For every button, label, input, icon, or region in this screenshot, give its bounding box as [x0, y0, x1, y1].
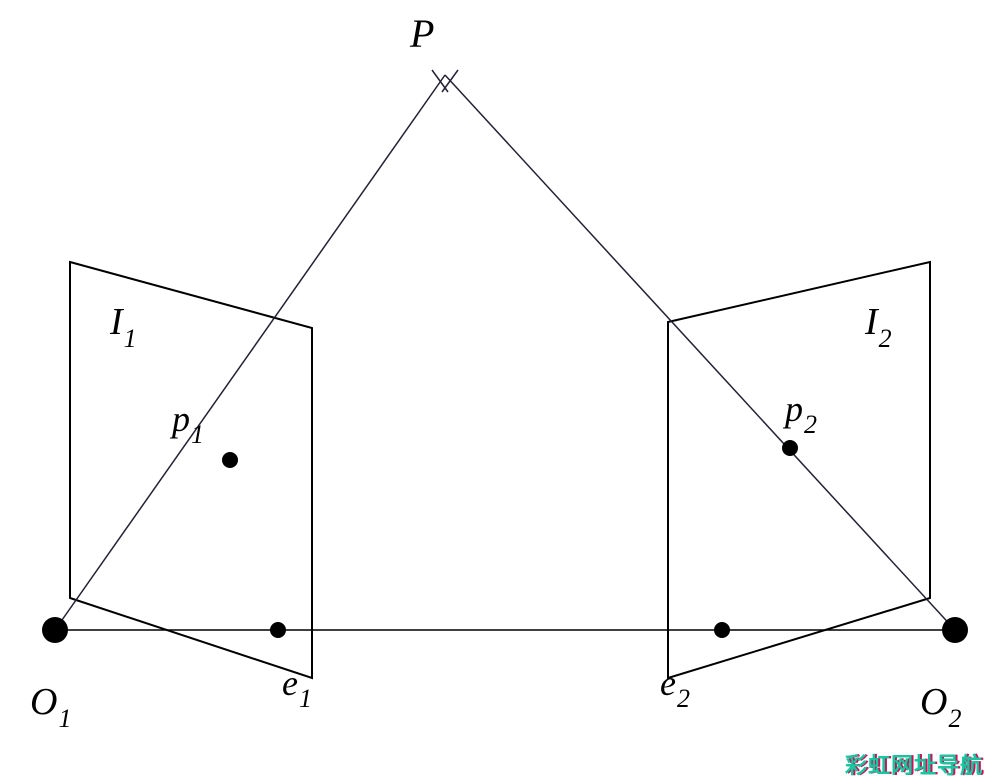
- label-i1: I1: [110, 300, 137, 350]
- point-p1: [222, 452, 238, 468]
- point-e2: [714, 622, 730, 638]
- label-i2: I2: [865, 300, 892, 350]
- label-o2: O2: [920, 680, 961, 730]
- ray-o1-p: [55, 75, 445, 630]
- label-p1: p1: [172, 398, 204, 446]
- label-p: P: [410, 10, 434, 57]
- label-e2: e2: [660, 662, 690, 710]
- point-e1: [270, 622, 286, 638]
- label-e1: e1: [282, 662, 312, 710]
- point-p2: [782, 440, 798, 456]
- point-o2: [942, 617, 968, 643]
- label-o1: O1: [30, 680, 71, 730]
- watermark-text: 彩虹网址导航: [845, 748, 983, 780]
- label-p2: p2: [785, 388, 817, 436]
- image-plane-i1: [70, 262, 312, 678]
- epipolar-diagram: [0, 0, 1000, 780]
- point-o1: [42, 617, 68, 643]
